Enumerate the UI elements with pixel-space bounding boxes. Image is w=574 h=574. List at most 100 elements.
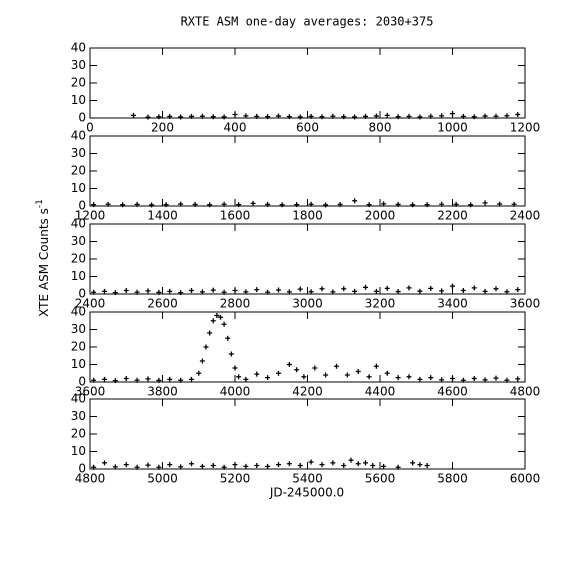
data-point (424, 463, 430, 468)
data-point (276, 287, 281, 293)
data-point (471, 114, 477, 120)
data-point (91, 464, 97, 470)
data-point (482, 113, 488, 119)
data-point (189, 461, 194, 467)
data-point (286, 362, 292, 367)
data-point (384, 370, 390, 376)
data-point (439, 201, 445, 207)
data-point (308, 113, 314, 119)
data-point (395, 464, 401, 470)
data-point (236, 202, 242, 208)
data-point (515, 287, 521, 293)
data-point (192, 201, 198, 207)
data-point (254, 113, 260, 119)
data-point (453, 201, 459, 207)
data-point (450, 283, 455, 289)
x-tick-label: 3200 (365, 297, 396, 311)
data-point (243, 289, 249, 295)
x-tick-label: 5000 (147, 472, 178, 486)
data-point (221, 201, 227, 207)
data-point (120, 202, 126, 208)
data-point (439, 288, 445, 294)
data-point (384, 112, 390, 118)
y-tick-label: 0 (78, 199, 86, 213)
data-point (178, 377, 184, 383)
data-point (366, 202, 372, 208)
data-point (348, 457, 354, 463)
x-tick-label: 4600 (437, 385, 468, 399)
data-point (279, 202, 285, 208)
data-point (482, 200, 488, 206)
data-point (102, 376, 107, 382)
data-point (102, 460, 107, 466)
data-point (232, 462, 238, 468)
data-point (156, 377, 162, 383)
y-tick-label: 10 (71, 357, 86, 371)
data-point (105, 201, 111, 207)
x-tick-label: 5600 (365, 472, 396, 486)
data-point (254, 287, 260, 293)
data-point (167, 376, 173, 382)
data-point (203, 344, 209, 350)
data-point (428, 113, 434, 119)
data-point (228, 351, 234, 357)
data-point (471, 376, 477, 381)
data-point (337, 201, 343, 207)
data-point (363, 113, 368, 119)
data-point (504, 113, 510, 119)
data-point (145, 114, 151, 120)
data-point (417, 114, 423, 120)
data-point (468, 202, 474, 208)
data-point (373, 363, 379, 369)
data-point (189, 288, 194, 293)
data-point (112, 290, 118, 296)
x-tick-label: 1800 (292, 209, 323, 223)
data-point (178, 290, 184, 296)
data-point (370, 463, 376, 468)
data-point (330, 113, 336, 119)
y-tick-label: 30 (71, 322, 86, 336)
data-point (471, 285, 477, 291)
data-point (102, 288, 107, 294)
data-point (123, 376, 129, 381)
x-tick-label: 3000 (292, 297, 323, 311)
data-point (294, 202, 300, 208)
data-point (131, 112, 136, 118)
data-point (91, 289, 97, 295)
data-point (341, 463, 347, 468)
data-point (504, 377, 510, 383)
y-tick-label: 40 (71, 41, 86, 55)
data-point (410, 202, 416, 208)
data-point (450, 111, 455, 117)
data-point (225, 335, 231, 341)
data-point (276, 462, 281, 468)
data-point (297, 463, 303, 468)
y-tick-label: 20 (71, 340, 86, 354)
data-point (308, 201, 314, 207)
data-point (156, 464, 162, 470)
y-axis-label: XTE ASM Counts s-1 (35, 199, 51, 317)
data-point (199, 113, 205, 119)
x-tick-label: 3400 (437, 297, 468, 311)
data-point (355, 461, 361, 467)
data-point (381, 463, 387, 469)
x-tick-label: 200 (151, 121, 174, 135)
y-tick-label: 20 (71, 252, 86, 266)
data-point (439, 113, 445, 119)
data-point (417, 376, 423, 382)
data-point (265, 201, 271, 207)
y-tick-label: 10 (71, 444, 86, 458)
data-point (511, 201, 517, 207)
data-point (265, 463, 271, 469)
data-point (410, 460, 416, 466)
data-point (218, 314, 223, 320)
data-point (395, 114, 401, 120)
data-point (199, 289, 205, 295)
data-point (178, 464, 184, 470)
data-point (363, 284, 368, 290)
data-point (134, 377, 140, 383)
data-point (460, 377, 466, 383)
data-point (482, 288, 488, 294)
